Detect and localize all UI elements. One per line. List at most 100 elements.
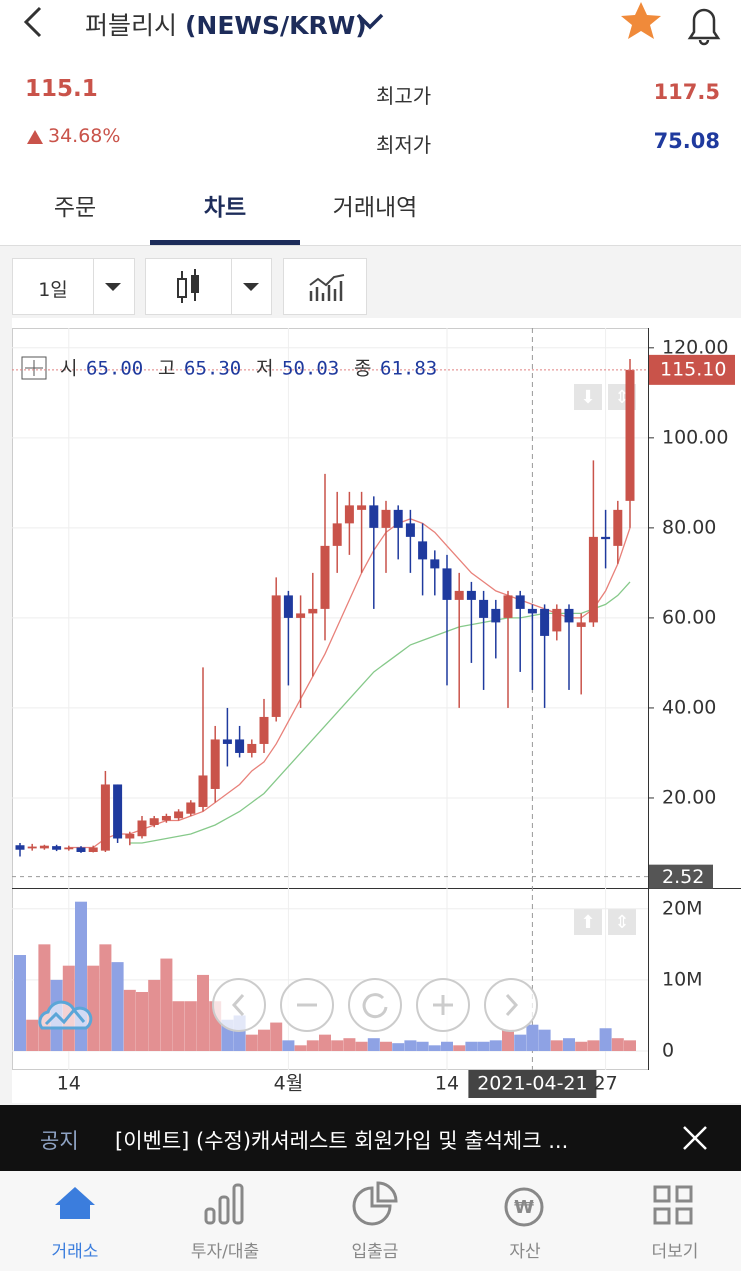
x-tick-label: 14 (435, 1073, 459, 1095)
volume-bar (550, 1040, 563, 1051)
top (0, 0, 741, 246)
candle-body (27, 846, 37, 849)
notice-bar[interactable]: 공지 [이벤트] (수정)캐셔레스트 회원가입 및 출석체크 ... (0, 1105, 741, 1171)
last-price-label: 115.10 (660, 358, 726, 380)
candle-body (88, 847, 98, 852)
tab-indicator (150, 240, 300, 246)
close[interactable] (682, 1125, 708, 1151)
candle-body (527, 608, 537, 614)
candle-body (418, 541, 428, 560)
candle-body (381, 509, 391, 528)
ohlc-label: 종 (354, 358, 371, 380)
svg-text:⬇: ⬇ (580, 387, 595, 408)
period-button[interactable]: 1일 (12, 258, 135, 315)
tab[interactable]: 주문 (53, 195, 97, 221)
candle-body (588, 536, 598, 623)
alarm[interactable] (687, 8, 721, 46)
svg-text:⇕: ⇕ (614, 912, 629, 933)
candle-body (149, 818, 159, 825)
candle-body (491, 608, 501, 623)
low-label: 최저가 (376, 133, 432, 157)
volume-bar (575, 1041, 588, 1051)
header-icons (0, 2, 741, 246)
volume-bar (306, 1040, 319, 1051)
volume-bar (404, 1040, 417, 1051)
x-tick-label: 27 (594, 1073, 618, 1095)
candle-body (405, 523, 415, 537)
candle-body (210, 739, 220, 789)
tab[interactable]: 차트 (203, 195, 247, 221)
back[interactable] (23, 6, 42, 38)
candle-body (247, 743, 257, 753)
ohlc-label: 저 (256, 358, 273, 380)
volume-bar (392, 1043, 405, 1051)
svg-text:₩: ₩ (514, 1197, 534, 1218)
ohlc-value: 65.30 (184, 358, 241, 380)
volume-bar (270, 1022, 283, 1051)
period: 1일 (38, 279, 68, 301)
expand[interactable] (21, 356, 47, 380)
volume-bar (611, 1038, 624, 1051)
nav-item[interactable]: 거래소 (51, 1242, 99, 1262)
volume-bar (367, 1038, 380, 1051)
nav-item[interactable]: 자산 (509, 1242, 541, 1262)
candle-body (320, 545, 330, 609)
chart-type-button[interactable] (145, 258, 272, 315)
volume-bar (197, 974, 209, 1051)
low-tag (649, 864, 713, 889)
volume-bar (148, 979, 161, 1051)
volume-bar (489, 1040, 502, 1051)
candle-body (564, 608, 574, 623)
x-tick-label: 2021-04-21 (477, 1073, 587, 1095)
change: 34.68% (48, 125, 121, 147)
volume-tick-label: 0 (662, 1040, 674, 1062)
candle-icon (177, 269, 199, 303)
volume-bar (136, 991, 148, 1051)
nav-icons: ₩ (55, 1181, 693, 1227)
sep (231, 259, 232, 314)
nav-item[interactable]: 더보기 (651, 1242, 699, 1262)
volume-bar (441, 1041, 453, 1051)
volume-bar (380, 1041, 392, 1051)
candle-body (369, 505, 379, 528)
notice-tag: 공지 (40, 1129, 79, 1153)
candle-body (466, 590, 476, 600)
volume-bar (563, 1038, 575, 1051)
volume-tick-label: 10M (662, 968, 703, 990)
candle-body (430, 559, 440, 569)
candle-body (625, 369, 635, 501)
sep (93, 259, 94, 314)
favorite[interactable] (621, 2, 661, 39)
candle-body (271, 595, 281, 717)
volume-bar (87, 965, 100, 1051)
tab[interactable]: 거래내역 (332, 195, 418, 221)
ohlc-label: 시 (60, 358, 77, 380)
indicator-button[interactable] (283, 258, 367, 315)
zoom-controls[interactable] (212, 978, 538, 1032)
volume-bar (465, 1041, 478, 1051)
volume-bar (282, 1040, 295, 1051)
candle-body (161, 815, 171, 821)
coin-name: 퍼블리시 (85, 11, 178, 40)
y-tick-label: 120.00 (662, 336, 728, 358)
volume-bar (587, 1040, 600, 1051)
last-price-tag (649, 354, 735, 385)
caret (243, 283, 259, 291)
volume-bar (514, 1034, 527, 1051)
candle-body (454, 590, 464, 600)
candle-body (113, 784, 123, 839)
x-tick-label: 14 (57, 1073, 81, 1095)
pair: (NEWS/KRW) (184, 11, 367, 40)
volume-bar (355, 1041, 368, 1051)
dropdown[interactable] (356, 13, 384, 30)
low: 75.08 (653, 129, 720, 153)
nav-item[interactable]: 입출금 (351, 1242, 399, 1262)
scale-buttons[interactable] (574, 384, 636, 935)
volume-tick-label: 20M (662, 897, 703, 919)
nav-item[interactable]: 투자/대출 (190, 1242, 260, 1262)
y-tick-label: 20.00 (662, 786, 716, 808)
crosshair-label-bg (468, 1070, 597, 1098)
candle-body (198, 775, 208, 807)
candle-body (174, 811, 184, 819)
candle-body (222, 739, 232, 744)
